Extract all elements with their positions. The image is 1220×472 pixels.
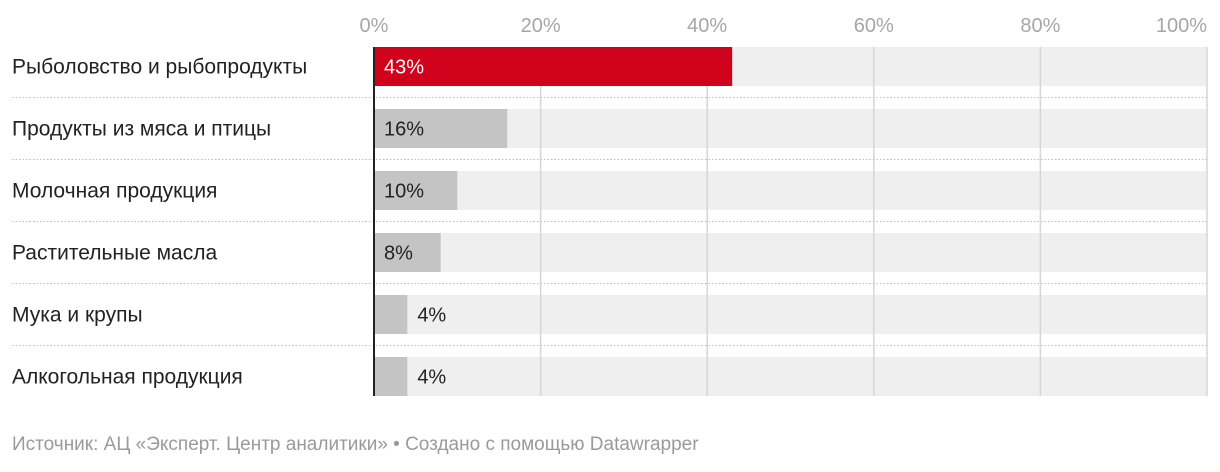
value-label: 8% [384,243,413,265]
category-label: Растительные масла [12,242,217,265]
bar-track [374,109,1207,148]
value-label: 4% [417,367,446,389]
category-label: Продукты из мяса и птицы [12,118,271,141]
value-label: 10% [384,181,424,203]
x-tick-label: 60% [854,15,894,37]
bar-track [374,357,1207,396]
bar [374,233,441,272]
chart-footer-source: Источник: АЦ «Эксперт. Центр аналитики» … [12,434,699,455]
category-label: Молочная продукция [12,180,217,203]
x-tick-label: 100% [1156,15,1207,37]
category-label: Рыболовство и рыбопродукты [12,56,307,79]
bar-track [374,171,1207,210]
bar [374,109,508,148]
bar [374,171,458,210]
x-tick-label: 20% [521,15,561,37]
value-label: 43% [384,57,424,79]
x-tick-label: 80% [1020,15,1060,37]
bar [374,295,408,334]
bar [374,47,733,86]
category-label: Алкогольная продукция [12,366,243,389]
category-label: Мука и крупы [12,304,143,327]
value-label: 4% [417,305,446,327]
chart-svg: 0% 20% 40% 60% 80% 100% Рыболовство и рыбопрод… [12,15,1208,396]
bar-track [374,233,1207,272]
bar-track [374,295,1207,334]
x-tick-label: 40% [687,15,727,37]
bar [374,357,408,396]
x-tick-label: 0% [360,15,389,37]
value-label: 16% [384,119,424,141]
